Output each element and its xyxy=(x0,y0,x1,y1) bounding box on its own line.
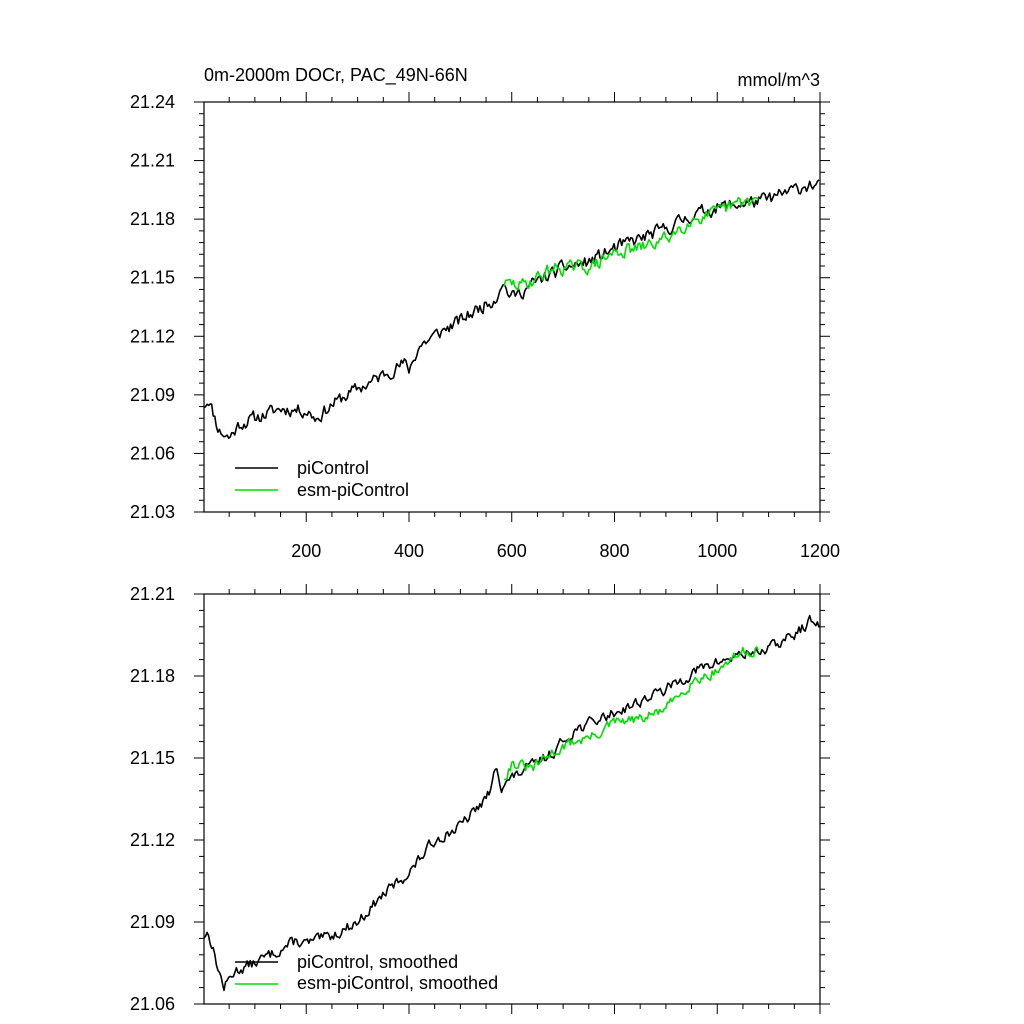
x-axis: 200 400 600 800 1000 1200 xyxy=(228,92,840,561)
plot-frame xyxy=(203,101,821,513)
x-tick-label: 800 xyxy=(599,541,629,561)
y-tick-label: 21.18 xyxy=(130,209,175,229)
y-axis: 21.06 21.09 21.12 21.15 21.18 21.21 xyxy=(130,584,830,1014)
chart-title: 0m-2000m DOCr, PAC_49N-66N xyxy=(204,65,468,86)
y-tick-label: 21.21 xyxy=(130,584,175,604)
y-tick-label: 21.15 xyxy=(130,748,175,768)
x-axis xyxy=(228,584,821,1014)
plot-area xyxy=(203,179,820,440)
series-line-picontrol xyxy=(203,179,820,440)
y-tick-label: 21.12 xyxy=(130,326,175,346)
legend-label-picontrol-smoothed: piControl, smoothed xyxy=(297,952,458,972)
x-tick-label: 200 xyxy=(291,541,321,561)
legend: piControl, smoothed esm-piControl, smoot… xyxy=(235,952,498,993)
y-tick-label: 21.06 xyxy=(130,443,175,463)
y-tick-label: 21.18 xyxy=(130,666,175,686)
y-tick-label: 21.12 xyxy=(130,830,175,850)
y-tick-label: 21.06 xyxy=(130,994,175,1014)
series-line-esm-picontrol xyxy=(503,196,759,291)
bottom-panel: 21.06 21.09 21.12 21.15 21.18 21.21 piControl… xyxy=(130,584,830,1014)
x-tick-label: 400 xyxy=(394,541,424,561)
plot-frame xyxy=(203,593,821,1005)
top-panel: 0m-2000m DOCr, PAC_49N-66N mmol/m^3 21.0… xyxy=(130,65,840,561)
legend-label-esm-picontrol: esm-piControl xyxy=(297,480,409,500)
plot-area xyxy=(203,614,820,992)
legend-label-esm-picontrol-smoothed: esm-piControl, smoothed xyxy=(297,973,498,993)
x-tick-label: 1200 xyxy=(800,541,840,561)
y-tick-label: 21.21 xyxy=(130,151,175,171)
x-tick-label: 600 xyxy=(497,541,527,561)
y-tick-label: 21.15 xyxy=(130,268,175,288)
y-axis: 21.03 21.06 21.09 21.12 21.15 21.18 21.21 21.24 xyxy=(130,92,830,522)
x-tick-label: 1000 xyxy=(697,541,737,561)
y-tick-label: 21.24 xyxy=(130,92,175,112)
legend-label-picontrol: piControl xyxy=(297,458,369,478)
units-label: mmol/m^3 xyxy=(738,70,820,90)
series-line-picontrol-smoothed xyxy=(203,614,820,992)
y-tick-label: 21.09 xyxy=(130,912,175,932)
series-line-esm-picontrol-smoothed xyxy=(503,646,760,781)
y-tick-label: 21.03 xyxy=(130,502,175,522)
legend: piControl esm-piControl xyxy=(235,458,409,500)
y-tick-label: 21.09 xyxy=(130,385,175,405)
